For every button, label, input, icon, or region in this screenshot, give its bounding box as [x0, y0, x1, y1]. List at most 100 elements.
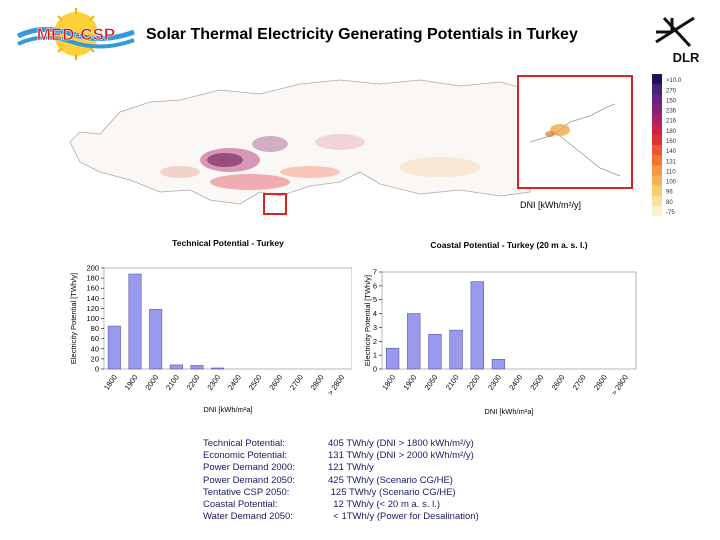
bar: [407, 313, 421, 370]
x-tick-label: 1800: [380, 373, 397, 392]
bar: [491, 359, 506, 370]
y-tick-label: 80: [91, 324, 99, 333]
y-tick-label: 6: [373, 281, 377, 290]
stat-row: Economic Potential: 131 TWh/y (DNI > 2000…: [203, 450, 479, 462]
legend-label: 150: [666, 98, 677, 104]
stat-value: 131 TWh/y (DNI > 2000 kWh/m²/y): [328, 450, 474, 462]
x-tick-label: 2500: [247, 373, 264, 392]
plot-area: [381, 271, 637, 370]
inset-map-box: [517, 75, 633, 189]
bar: [190, 365, 204, 370]
stat-label: Technical Potential:: [203, 438, 285, 449]
x-tick-label: 2000: [143, 373, 160, 392]
stat-label: Water Demand 2050:: [203, 511, 293, 523]
bar: [385, 347, 400, 370]
plot-area: [103, 267, 353, 370]
logo-left-text: MED-CSP: [37, 25, 115, 44]
x-tick-label: 2200: [465, 373, 482, 392]
legend-label: >10.0: [666, 78, 682, 84]
stat-row: Power Demand 2050: 425 TWh/y (Scenario CG…: [203, 475, 479, 487]
bar: [149, 309, 163, 370]
x-axis-label: DNI [kWh/m²a]: [484, 407, 533, 416]
legend-label: 180: [666, 129, 677, 135]
turkey-outline: [69, 79, 531, 205]
x-tick-label: 2800: [309, 373, 326, 392]
bar: [128, 273, 142, 370]
legend-swatch: [652, 104, 662, 116]
legend-label: 131: [666, 159, 677, 165]
x-tick-label: 2400: [507, 373, 524, 392]
stat-row: Tentative CSP 2050: 125 TWh/y (Scenario …: [203, 487, 479, 499]
stat-row: Power Demand 2000: 121 TWh/y: [203, 462, 479, 474]
chart-title: Coastal Potential - Turkey (20 m a. s. l…: [430, 240, 587, 250]
bar: [211, 367, 225, 370]
legend-swatch: [652, 134, 662, 146]
legend-label: 140: [666, 149, 677, 155]
legend-swatch: [652, 205, 662, 217]
bar: [169, 364, 183, 370]
stat-value: < 1TWh/y (Power for Desalination): [328, 511, 479, 523]
y-tick-label: 1: [373, 351, 377, 360]
stat-value: 405 TWh/y (DNI > 1800 kWh/m²/y): [328, 438, 474, 449]
bar: [107, 325, 121, 370]
logo-right-text: DLR: [673, 50, 700, 65]
legend-swatch: [652, 185, 662, 197]
x-tick-label: 2050: [423, 373, 440, 392]
stat-label: Coastal Potential:: [203, 499, 278, 511]
y-axis-label: Electricity Potential [TWh/y]: [363, 275, 372, 366]
legend-swatch: [652, 155, 662, 166]
technical-potential-chart: Technical Potential - Turkey 0 20 40 60 80 100…: [62, 232, 353, 422]
x-tick-label: 2300: [205, 373, 222, 392]
stat-value: 12 TWh/y (< 20 m a. s. l.): [328, 499, 441, 511]
y-tick-label: 120: [86, 304, 99, 313]
legend-label: 100: [666, 180, 677, 186]
x-tick-label: 2700: [571, 373, 588, 392]
stat-label: Power Demand 2000:: [203, 462, 295, 474]
stat-label: Economic Potential:: [203, 450, 287, 462]
stat-value: 425 TWh/y (Scenario CG/HE): [328, 474, 453, 486]
y-tick-label: 2: [373, 337, 377, 346]
y-tick-label: 0: [373, 365, 377, 374]
x-tick-label: 1800: [102, 373, 119, 392]
legend-swatch: [652, 74, 662, 85]
x-axis-label: DNI [kWh/m²a]: [203, 405, 252, 414]
stat-value: 125 TWh/y (Scenario CG/HE): [328, 486, 456, 498]
coastal-potential-chart: Coastal Potential - Turkey (20 m a. s. l…: [358, 234, 640, 422]
region-highlight-box: [263, 193, 287, 215]
x-tick-label: 2700: [288, 373, 305, 392]
bar: [449, 329, 463, 370]
y-tick-label: 5: [373, 295, 377, 304]
x-tick-label: 2100: [164, 373, 181, 392]
x-tick-label: 2300: [486, 373, 503, 392]
dlr-logo: DLR: [650, 12, 712, 68]
x-tick-label: 2800: [592, 373, 609, 392]
y-tick-label: 140: [86, 294, 99, 303]
bar: [428, 334, 442, 370]
legend-swatch: [652, 145, 662, 156]
legend-label: 216: [666, 119, 677, 125]
stat-value: 121 TWh/y: [328, 462, 374, 474]
x-tick-label: 1900: [123, 373, 140, 392]
y-tick-label: 4: [373, 309, 377, 318]
y-tick-label: 3: [373, 323, 377, 332]
legend-swatch: [652, 195, 662, 207]
y-tick-label: 180: [86, 274, 99, 283]
dni-color-legend: >10.0 270 150 236 216 180 160 140 131 110 100 96 80 -…: [652, 74, 710, 217]
stat-label: Power Demand 2050:: [203, 474, 295, 486]
legend-label: 80: [666, 200, 673, 206]
page-title: Solar Thermal Electricity Generating Pot…: [146, 26, 578, 43]
y-tick-label: 7: [373, 268, 377, 277]
legend-swatch: [652, 175, 662, 187]
med-csp-logo: MED-CSP: [12, 6, 140, 62]
x-tick-label: 1900: [401, 373, 418, 392]
stat-row: Technical Potential: 405 TWh/y (DNI > 180…: [203, 438, 479, 450]
stat-row: Coastal Potential: 12 TWh/y (< 20 m a. s…: [203, 499, 479, 511]
legend-swatch: [652, 165, 662, 176]
x-tick-label: 2200: [185, 373, 202, 392]
legend-label: -75: [666, 210, 675, 216]
legend-swatch: [652, 124, 662, 136]
x-tick-label: > 2800: [609, 373, 630, 397]
y-tick-label: 20: [91, 354, 99, 363]
legend-label: 96: [666, 190, 673, 196]
dni-hotspots: [160, 134, 480, 190]
